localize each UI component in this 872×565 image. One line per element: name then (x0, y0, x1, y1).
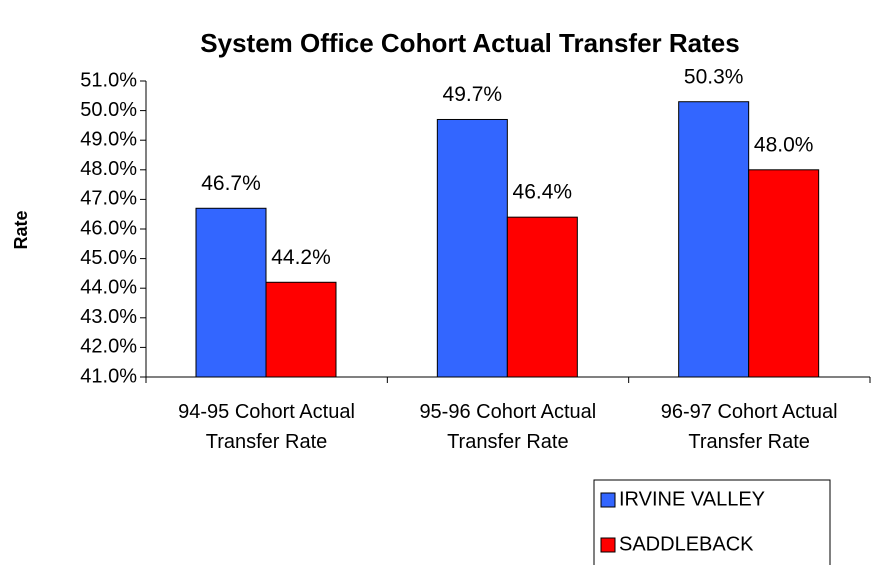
y-tick-label: 45.0% (80, 247, 137, 269)
y-tick-label: 46.0% (80, 217, 137, 239)
y-tick-label: 41.0% (80, 365, 137, 387)
y-tick-label: 48.0% (80, 158, 137, 180)
y-tick-label: 42.0% (80, 336, 137, 358)
value-label: 46.4% (513, 181, 573, 204)
x-tick-label: 96-97 Cohort Actual Transfer Rate (660, 401, 838, 453)
legend-label: SADDLEBACK (619, 533, 754, 555)
value-label: 49.7% (443, 83, 503, 106)
legend-swatch (600, 537, 616, 553)
bar (436, 118, 508, 378)
y-axis-label: Rate (11, 210, 31, 249)
legend-label: IRVINE VALLEY (619, 488, 765, 510)
bar (748, 169, 820, 378)
bar (506, 216, 578, 378)
value-label: 48.0% (754, 133, 814, 156)
bar (678, 101, 750, 378)
value-label: 50.3% (684, 65, 744, 88)
y-tick-label: 43.0% (80, 306, 137, 328)
y-tick-label: 50.0% (80, 99, 137, 121)
y-tick-label: 47.0% (80, 188, 137, 210)
legend-swatch (600, 492, 616, 508)
bar (195, 207, 267, 378)
y-tick-label: 49.0% (80, 128, 137, 150)
value-label: 46.7% (201, 172, 261, 195)
legend-box (593, 479, 831, 565)
x-tick-label: 94-95 Cohort Actual Transfer Rate (178, 401, 355, 453)
x-tick-label: 95-96 Cohort Actual Transfer Rate (419, 401, 597, 453)
y-tick-label: 44.0% (80, 276, 137, 298)
value-label: 44.2% (271, 246, 331, 269)
y-tick-label: 51.0% (80, 69, 137, 91)
chart-title: System Office Cohort Actual Transfer Rat… (200, 28, 739, 58)
bar (265, 281, 337, 378)
